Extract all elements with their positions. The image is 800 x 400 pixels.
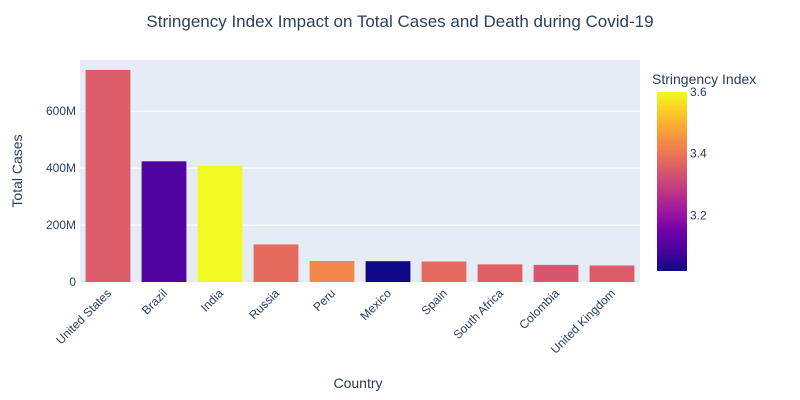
y-tick-label: 0 [69,275,76,289]
x-axis-title: Country [333,375,382,391]
y-tick-label: 200M [46,218,76,232]
y-axis-title: Total Cases [9,134,25,207]
y-axis-ticks: 0 200M 400M 600M [46,104,76,289]
y-tick-label: 600M [46,104,76,118]
x-tick-label: United States [53,286,114,347]
bar[interactable] [533,264,579,282]
bar[interactable] [253,244,299,282]
bar[interactable] [85,69,131,282]
bars [85,69,635,282]
colorbar-tick-label: 3.6 [690,85,707,99]
bar[interactable] [309,260,355,282]
bar[interactable] [197,165,243,282]
colorbar-tick-label: 3.2 [690,208,707,222]
bar[interactable] [365,261,411,282]
bar[interactable] [477,264,523,282]
x-tick-label: India [198,286,227,315]
bar[interactable] [589,265,635,282]
x-tick-label: Colombia [516,286,562,332]
colorbar [657,92,687,271]
colorbar-tick-label: 3.4 [690,147,707,161]
x-tick-label: South Africa [450,286,506,342]
x-tick-label: Mexico [357,286,394,323]
bar[interactable] [141,161,187,282]
colorbar-ticks: 3.2 3.4 3.6 [690,85,707,222]
colorbar-title: Stringency Index [652,71,756,87]
y-tick-label: 400M [46,161,76,175]
chart-title: Stringency Index Impact on Total Cases a… [146,12,653,31]
x-tick-label: Peru [310,286,338,314]
x-tick-label: Brazil [139,286,170,317]
x-axis-ticks: United States Brazil India Russia Peru Mexico… [53,286,618,357]
x-tick-label: Spain [419,286,451,318]
bar[interactable] [421,261,467,282]
x-tick-label: Russia [246,286,282,322]
